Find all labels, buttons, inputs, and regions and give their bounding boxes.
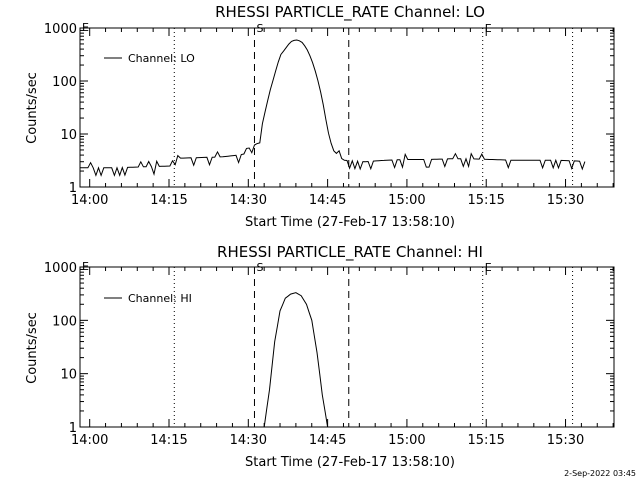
- plot-frame: [79, 266, 615, 428]
- x-tick-label: 14:00: [71, 193, 108, 208]
- y-tick-label: 1: [69, 181, 77, 196]
- chart-title: RHESSI PARTICLE_RATE Channel: LO: [215, 3, 485, 22]
- x-tick-label: 14:15: [150, 433, 187, 448]
- x-tick-label: 15:00: [388, 433, 425, 448]
- event-marker-label: S: [256, 261, 263, 274]
- footer-timestamp: 2-Sep-2022 03:45: [564, 469, 636, 478]
- x-tick-label: 14:30: [230, 433, 267, 448]
- x-ticks: 14:00 14:15 14:30 14:45 15:00 15:15 15:30: [71, 28, 614, 208]
- y-tick-label: 10: [60, 128, 77, 143]
- y-tick-label: 100: [52, 75, 77, 90]
- y-tick-label: 1: [69, 421, 77, 436]
- y-tick-label: 100: [52, 314, 77, 329]
- y-tick-label: 1000: [44, 261, 77, 276]
- x-tick-label: 14:45: [309, 193, 346, 208]
- y-axis-label: Counts/sec: [25, 72, 40, 144]
- event-marker-label: E: [485, 261, 492, 274]
- event-marker-label: E: [485, 22, 492, 35]
- x-axis-label: Start Time (27-Feb-17 13:58:10): [245, 455, 455, 470]
- chart-title: RHESSI PARTICLE_RATE Channel: HI: [217, 243, 483, 262]
- x-tick-label: 14:30: [230, 193, 267, 208]
- plot-frame: [79, 27, 615, 188]
- series-line-hi: [263, 292, 329, 428]
- chart-panel-lo: RHESSI PARTICLE_RATE Channel: LO Start T…: [25, 3, 615, 230]
- x-tick-label: 14:45: [309, 433, 346, 448]
- x-tick-label: 15:15: [467, 193, 504, 208]
- y-ticks: 1 10 100 1000: [44, 261, 614, 436]
- y-tick-label: 1000: [44, 22, 77, 37]
- event-marker-label: S: [256, 22, 263, 35]
- x-tick-label: 14:00: [71, 433, 108, 448]
- y-tick-label: 10: [60, 368, 77, 383]
- x-tick-label: 15:30: [547, 193, 584, 208]
- legend-entry: Channel: HI: [128, 292, 192, 305]
- x-ticks: 14:00 14:15 14:30 14:45 15:00 15:15 15:30: [71, 267, 614, 448]
- chart-panel-hi: RHESSI PARTICLE_RATE Channel: HI Start T…: [25, 243, 615, 470]
- y-axis-label: Counts/sec: [25, 312, 40, 384]
- y-ticks: 1 10 100 1000: [44, 22, 614, 196]
- x-tick-label: 15:30: [547, 433, 584, 448]
- x-axis-label: Start Time (27-Feb-17 13:58:10): [245, 215, 455, 230]
- x-tick-label: 14:15: [150, 193, 187, 208]
- legend-entry: Channel: LO: [128, 52, 195, 65]
- series-line-lo: [80, 39, 586, 177]
- x-tick-label: 15:15: [467, 433, 504, 448]
- x-tick-label: 15:00: [388, 193, 425, 208]
